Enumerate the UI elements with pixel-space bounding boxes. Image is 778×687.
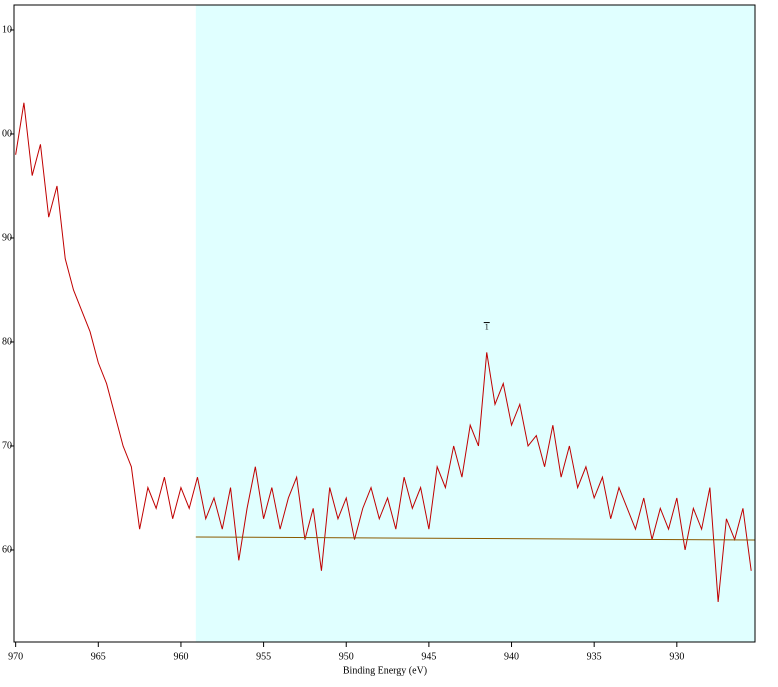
y-tick-label: 00 [2, 128, 12, 139]
x-tick-label: 965 [91, 651, 106, 662]
x-tick-label: 935 [587, 651, 602, 662]
plot-frame [13, 4, 756, 643]
y-tick-label: 60 [2, 544, 12, 555]
y-tick-label: 10 [2, 24, 12, 35]
x-tick-label: 955 [256, 651, 271, 662]
y-tick-label: 90 [2, 232, 12, 243]
x-tick-label: 950 [339, 651, 354, 662]
x-tick-label: 945 [421, 651, 436, 662]
series-line [15, 102, 752, 603]
y-tick-label: 70 [2, 440, 12, 451]
x-tick-label: 930 [669, 651, 684, 662]
x-axis-label: Binding Energy (eV) [343, 665, 427, 676]
x-tick-label: 970 [8, 651, 23, 662]
region [195, 5, 756, 642]
annotation: 1 [485, 322, 489, 331]
y-tick-label: 80 [2, 336, 12, 347]
x-tick-label: 960 [173, 651, 188, 662]
x-tick-label: 940 [504, 651, 519, 662]
series-line [195, 536, 756, 541]
